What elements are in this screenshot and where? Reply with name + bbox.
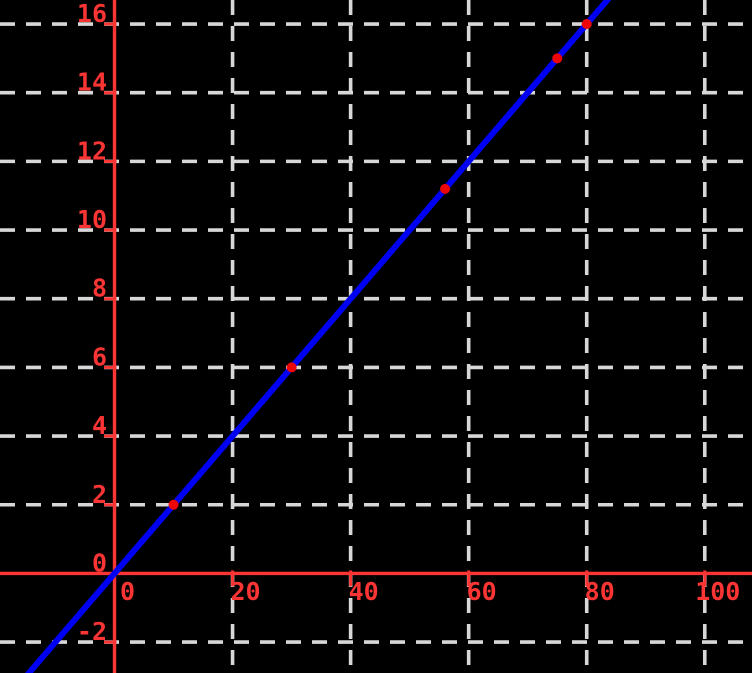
data-point <box>440 183 451 194</box>
data-point <box>286 362 297 373</box>
x-tick-label: 60 <box>467 577 497 606</box>
y-tick-label: 16 <box>77 0 107 28</box>
y-tick-label: 14 <box>77 68 107 97</box>
y-tick-label: 6 <box>92 342 107 371</box>
x-tick-label: 80 <box>585 577 615 606</box>
y-tick-label: 10 <box>77 205 107 234</box>
data-point <box>552 53 563 64</box>
y-tick-label: 0 <box>92 548 107 577</box>
y-tick-label: 8 <box>92 274 107 303</box>
y-tick-label: -2 <box>77 617 107 646</box>
x-tick-label: 40 <box>349 577 379 606</box>
x-tick-label: 0 <box>120 577 135 606</box>
y-tick-label: 12 <box>77 136 107 165</box>
x-tick-label: 100 <box>695 577 740 606</box>
data-point <box>581 19 592 30</box>
y-tick-label: 4 <box>92 411 107 440</box>
x-tick-label: 20 <box>231 577 261 606</box>
y-tick-label: 2 <box>92 480 107 509</box>
data-point <box>168 499 179 510</box>
